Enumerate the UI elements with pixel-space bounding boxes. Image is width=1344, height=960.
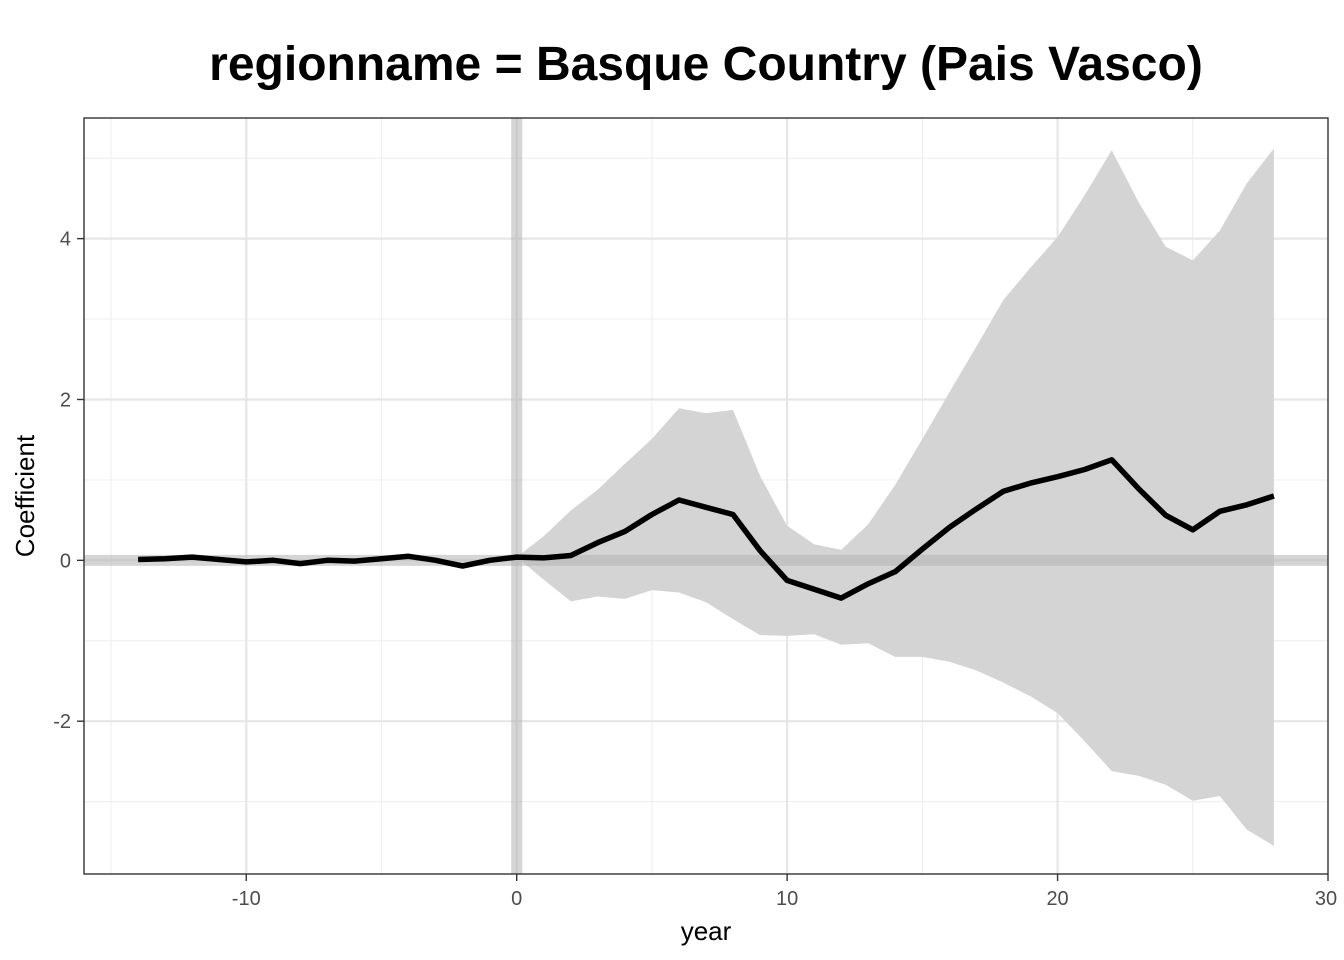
- y-tick-label: -2: [53, 711, 71, 733]
- x-axis: -10 0 10 20 30: [232, 874, 1337, 910]
- y-tick-label: 0: [60, 550, 71, 572]
- x-tick-label: 30: [1315, 888, 1337, 910]
- y-axis-label: Coefficient: [10, 434, 40, 557]
- panel-border: [83, 117, 1329, 875]
- confidence-ribbon: [138, 148, 1274, 846]
- x-tick-label: 10: [776, 888, 798, 910]
- confidence-band: [138, 148, 1274, 846]
- plot-frame: [83, 117, 1329, 875]
- y-tick-label: 2: [60, 389, 71, 411]
- y-tick-label: 4: [60, 229, 71, 251]
- coefficient-line: [138, 457, 1275, 601]
- x-tick-label: 0: [511, 888, 522, 910]
- x-tick-label: 20: [1046, 888, 1068, 910]
- x-tick-label: -10: [232, 888, 261, 910]
- coefficient-series: [138, 457, 1275, 601]
- chart-title: regionname = Basque Country (Pais Vasco): [209, 38, 1203, 91]
- y-axis: -2 0 2 4: [53, 229, 84, 733]
- x-axis-label: year: [681, 916, 732, 946]
